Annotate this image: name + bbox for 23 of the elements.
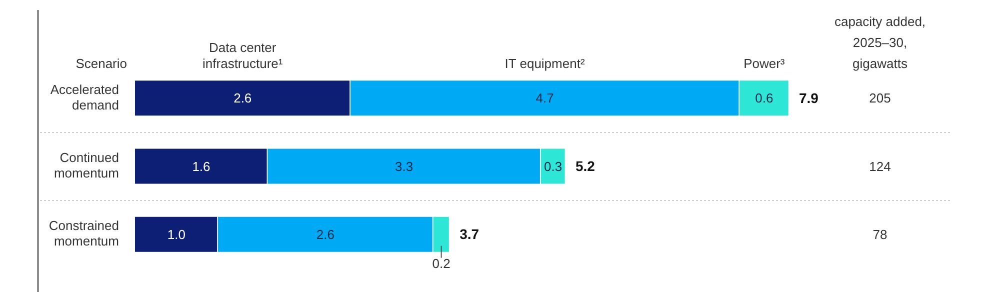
data-label: 0.6 [755, 90, 774, 106]
data-label: 2.6 [234, 90, 252, 106]
data-label: 0.2 [432, 256, 450, 271]
data-label: 4.7 [536, 90, 554, 106]
y-tick-label: Accelerated demand [50, 82, 119, 112]
text: capacity added, 2025–30, gigawatts [834, 14, 926, 71]
data-label: 1.0 [167, 226, 186, 242]
text: 124 [869, 158, 891, 174]
total-label: 5.2 [575, 158, 596, 174]
data-label: 2.6 [316, 226, 334, 242]
y-tick-label: Constrained momentum [48, 218, 119, 249]
series-label: Data center infrastructure¹ [202, 40, 284, 71]
total-label: 3.7 [460, 226, 480, 242]
series-label: IT equipment² [504, 56, 586, 71]
data-label: 0.3 [544, 158, 562, 174]
y-axis-title: Scenario [76, 56, 127, 71]
y-tick-label: Continued momentum [54, 150, 119, 181]
data-label: 3.3 [395, 158, 414, 174]
text: 78 [872, 226, 888, 242]
total-label: 7.9 [799, 90, 819, 106]
data-label: 1.6 [192, 158, 210, 174]
text: 205 [869, 90, 891, 106]
series-label: Power³ [744, 56, 786, 71]
